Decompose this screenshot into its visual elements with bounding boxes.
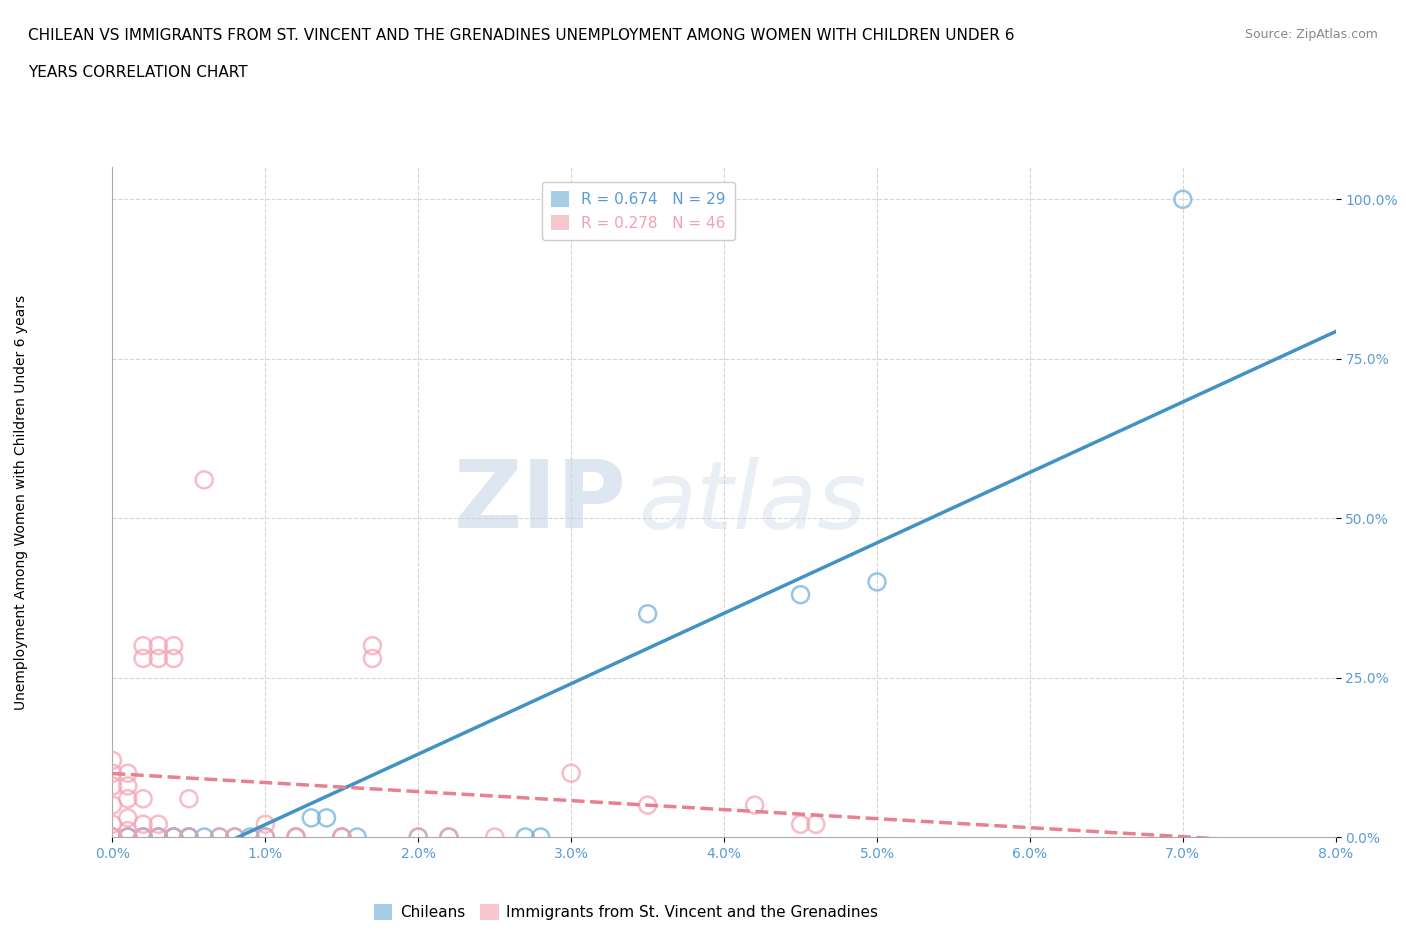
Point <box>529 830 551 844</box>
Text: CHILEAN VS IMMIGRANTS FROM ST. VINCENT AND THE GRENADINES UNEMPLOYMENT AMONG WOM: CHILEAN VS IMMIGRANTS FROM ST. VINCENT A… <box>28 28 1015 43</box>
Point <box>117 778 139 793</box>
Point <box>163 830 186 844</box>
Point <box>148 830 170 844</box>
Point <box>117 810 139 825</box>
Point <box>637 606 659 621</box>
Point <box>789 587 811 602</box>
Point <box>193 472 215 487</box>
Point <box>148 638 170 653</box>
Point <box>132 817 155 831</box>
Point <box>132 830 155 844</box>
Point <box>177 830 200 844</box>
Point <box>408 830 430 844</box>
Point <box>148 651 170 666</box>
Point <box>177 791 200 806</box>
Point <box>284 830 308 844</box>
Point <box>224 830 246 844</box>
Point <box>177 830 200 844</box>
Point <box>148 830 170 844</box>
Point <box>117 830 139 844</box>
Point <box>866 575 889 590</box>
Point <box>163 638 186 653</box>
Point <box>101 798 124 813</box>
Point <box>361 638 384 653</box>
Point <box>560 765 582 780</box>
Point <box>117 830 139 844</box>
Point <box>101 765 124 780</box>
Point <box>163 830 186 844</box>
Point <box>437 830 460 844</box>
Point <box>437 830 460 844</box>
Point <box>1171 192 1194 206</box>
Point <box>408 830 430 844</box>
Point <box>299 810 322 825</box>
Point <box>789 817 811 831</box>
Point <box>254 817 277 831</box>
Point <box>132 830 155 844</box>
Point <box>515 830 537 844</box>
Point <box>101 830 124 844</box>
Text: atlas: atlas <box>638 457 866 548</box>
Point <box>177 830 200 844</box>
Point <box>132 638 155 653</box>
Point <box>101 830 124 844</box>
Point <box>101 753 124 768</box>
Text: Source: ZipAtlas.com: Source: ZipAtlas.com <box>1244 28 1378 41</box>
Point <box>163 651 186 666</box>
Point <box>193 830 215 844</box>
Point <box>330 830 353 844</box>
Point <box>284 830 308 844</box>
Point <box>101 778 124 793</box>
Point <box>484 830 506 844</box>
Point <box>117 765 139 780</box>
Point <box>315 810 337 825</box>
Text: YEARS CORRELATION CHART: YEARS CORRELATION CHART <box>28 65 247 80</box>
Point <box>208 830 231 844</box>
Point <box>148 830 170 844</box>
Point <box>148 817 170 831</box>
Point <box>254 830 277 844</box>
Point <box>132 651 155 666</box>
Legend: Chileans, Immigrants from St. Vincent and the Grenadines: Chileans, Immigrants from St. Vincent an… <box>368 898 884 926</box>
Point <box>208 830 231 844</box>
Point <box>284 830 308 844</box>
Text: ZIP: ZIP <box>453 457 626 548</box>
Point <box>163 830 186 844</box>
Point <box>117 830 139 844</box>
Point <box>637 798 659 813</box>
Point <box>330 830 353 844</box>
Point <box>132 830 155 844</box>
Point <box>101 817 124 831</box>
Point <box>117 823 139 838</box>
Point <box>330 830 353 844</box>
Point <box>744 798 766 813</box>
Point <box>804 817 827 831</box>
Point <box>224 830 246 844</box>
Point <box>254 830 277 844</box>
Point <box>117 791 139 806</box>
Point <box>132 791 155 806</box>
Point <box>101 830 124 844</box>
Text: Unemployment Among Women with Children Under 6 years: Unemployment Among Women with Children U… <box>14 295 28 710</box>
Point <box>346 830 368 844</box>
Point <box>239 830 262 844</box>
Point <box>361 651 384 666</box>
